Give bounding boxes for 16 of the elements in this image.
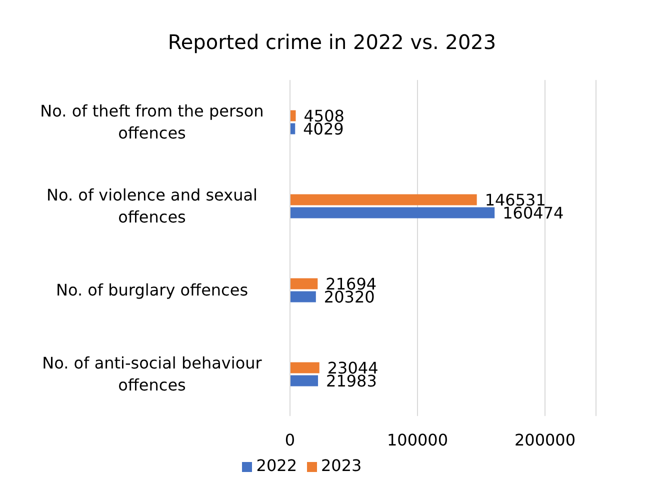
x-tick-label: 100000 [386, 430, 448, 450]
bar [290, 362, 320, 374]
bar [290, 291, 316, 302]
legend-label: 2023 [321, 456, 362, 475]
bar [290, 375, 318, 386]
legend-label: 2022 [256, 456, 297, 475]
bar [290, 194, 477, 206]
bar [290, 278, 318, 290]
y-tick-label: No. of anti-social behaviour offences [42, 354, 262, 395]
y-tick-label: No. of theft from the person offences [40, 102, 264, 143]
x-tick-label: 200000 [514, 430, 576, 450]
y-tick-label: No. of burglary offences [56, 280, 248, 300]
y-tick-label: No. of violence and sexual offences [46, 186, 258, 227]
chart-title: Reported crime in 2022 vs. 2023 [166, 29, 498, 56]
bar [290, 207, 495, 218]
x-tick-label: 0 [284, 430, 296, 450]
